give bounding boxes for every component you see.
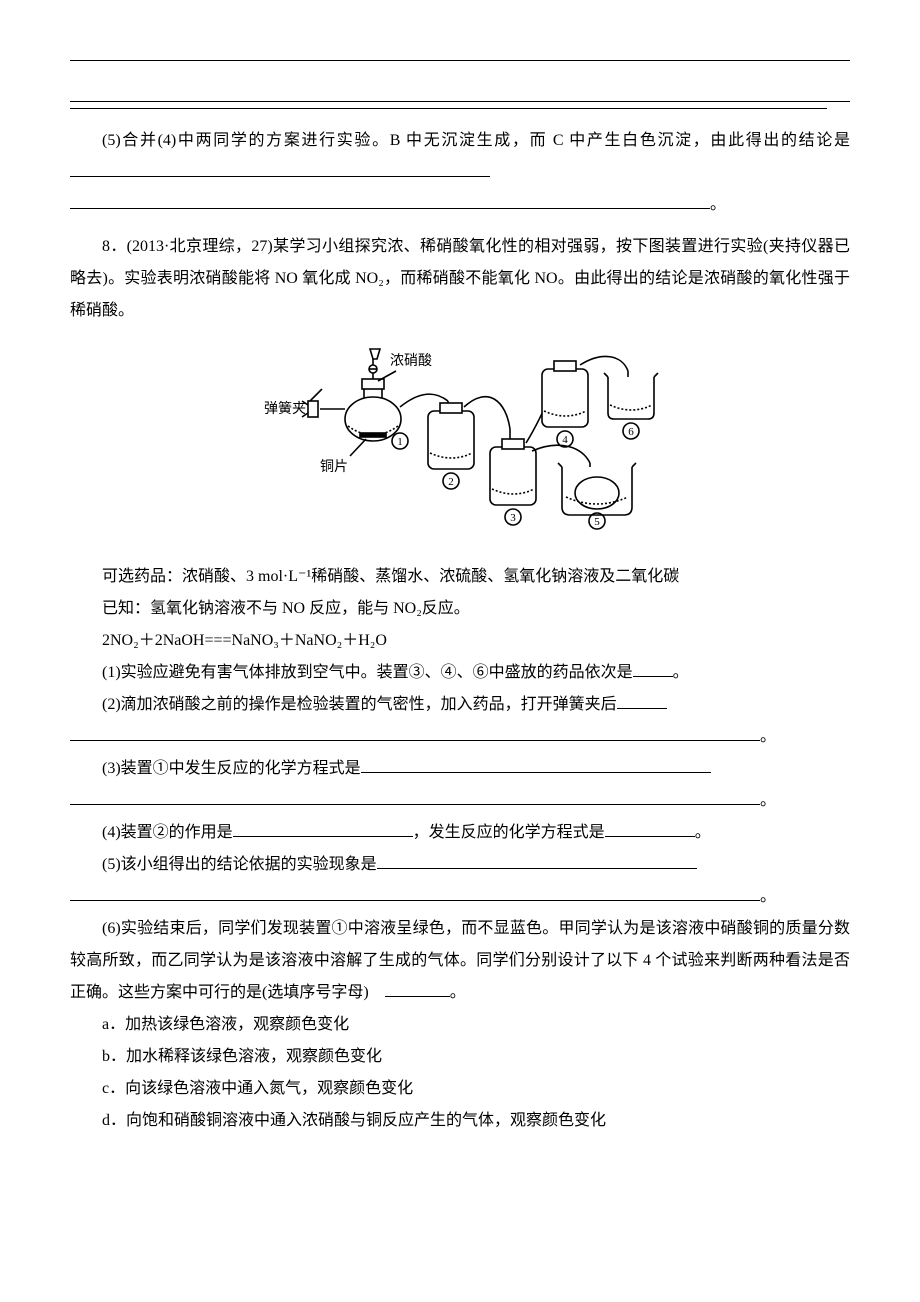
svg-text:4: 4 [562, 434, 568, 446]
svg-text:3: 3 [510, 512, 516, 524]
blank-line [70, 101, 850, 102]
q8-p3: (3)装置①中发生反应的化学方程式是 [70, 753, 850, 785]
q8-opt-a: a．加热该绿色溶液，观察颜色变化 [70, 1009, 850, 1041]
q8-line3: 2NO₂＋2NaOH===NaNO₃＋NaNO₂＋H₂O [70, 625, 850, 657]
q8-p2: (2)滴加浓硝酸之前的操作是检验装置的气密性，加入药品，打开弹簧夹后 [70, 689, 850, 721]
blank [377, 868, 697, 869]
svg-text:1: 1 [397, 436, 403, 448]
blank [633, 676, 673, 677]
blank [361, 772, 711, 773]
q5-blank-line: 。 [70, 189, 850, 221]
svg-text:6: 6 [628, 426, 634, 438]
blank [70, 900, 760, 901]
q8-opt-d: d．向饱和硝酸铜溶液中通入浓硝酸与铜反应产生的气体，观察颜色变化 [70, 1105, 850, 1137]
svg-text:2: 2 [448, 476, 454, 488]
q8-opt-b: b．加水稀释该绿色溶液，观察颜色变化 [70, 1041, 850, 1073]
apparatus-svg: 1 2 3 [250, 341, 670, 531]
q8-opt-c: c．向该绿色溶液中通入氮气，观察颜色变化 [70, 1073, 850, 1105]
svg-text:5: 5 [594, 516, 600, 528]
q8-p1: (1)实验应避免有害气体排放到空气中。装置③、④、⑥中盛放的药品依次是。 [70, 657, 850, 689]
q8-p1-text: (1)实验应避免有害气体排放到空气中。装置③、④、⑥中盛放的药品依次是 [102, 664, 633, 681]
q8-p3-blank: 。 [70, 785, 850, 817]
q8-p3-text: (3)装置①中发生反应的化学方程式是 [102, 760, 361, 777]
blank [385, 996, 450, 997]
q8-p5-blank: 。 [70, 881, 850, 913]
blank [70, 804, 760, 805]
q8-p5: (5)该小组得出的结论依据的实验现象是 [70, 849, 850, 881]
blank [605, 836, 695, 837]
label-conc-acid: 浓硝酸 [390, 353, 432, 369]
q5-text: (5)合并(4)中两同学的方案进行实验。B 中无沉淀生成，而 C 中产生白色沉淀… [70, 125, 850, 189]
q8-p6: (6)实验结束后，同学们发现装置①中溶液呈绿色，而不显蓝色。甲同学认为是该溶液中… [70, 913, 850, 1009]
apparatus-figure: 1 2 3 [70, 341, 850, 543]
q8-p4a-text: (4)装置②的作用是 [102, 824, 233, 841]
q8-line1: 可选药品：浓硝酸、3 mol·L⁻¹稀硝酸、蒸馏水、浓硫酸、氢氧化钠溶液及二氧化… [70, 561, 850, 593]
blank [233, 836, 413, 837]
label-spring-clip: 弹簧夹 [264, 401, 306, 417]
top-rule [70, 60, 850, 61]
q8-p4: (4)装置②的作用是，发生反应的化学方程式是。 [70, 817, 850, 849]
q8-line2: 已知：氢氧化钠溶液不与 NO 反应，能与 NO₂反应。 [70, 593, 850, 625]
q8-p5-text: (5)该小组得出的结论依据的实验现象是 [102, 856, 377, 873]
q8-p2-text: (2)滴加浓硝酸之前的操作是检验装置的气密性，加入药品，打开弹簧夹后 [102, 696, 617, 713]
label-copper: 铜片 [320, 459, 348, 475]
q8-p4b-text: ，发生反应的化学方程式是 [413, 824, 605, 841]
blank [70, 740, 760, 741]
q8-p2-blank: 。 [70, 721, 850, 753]
q5-content: (5)合并(4)中两同学的方案进行实验。B 中无沉淀生成，而 C 中产生白色沉淀… [102, 132, 850, 149]
blank [70, 208, 710, 209]
q8-intro: 8．(2013·北京理综，27)某学习小组探究浓、稀硝酸氧化性的相对强弱，按下图… [70, 231, 850, 327]
blank [617, 708, 667, 709]
blank-line [70, 108, 827, 109]
blank [70, 176, 490, 177]
